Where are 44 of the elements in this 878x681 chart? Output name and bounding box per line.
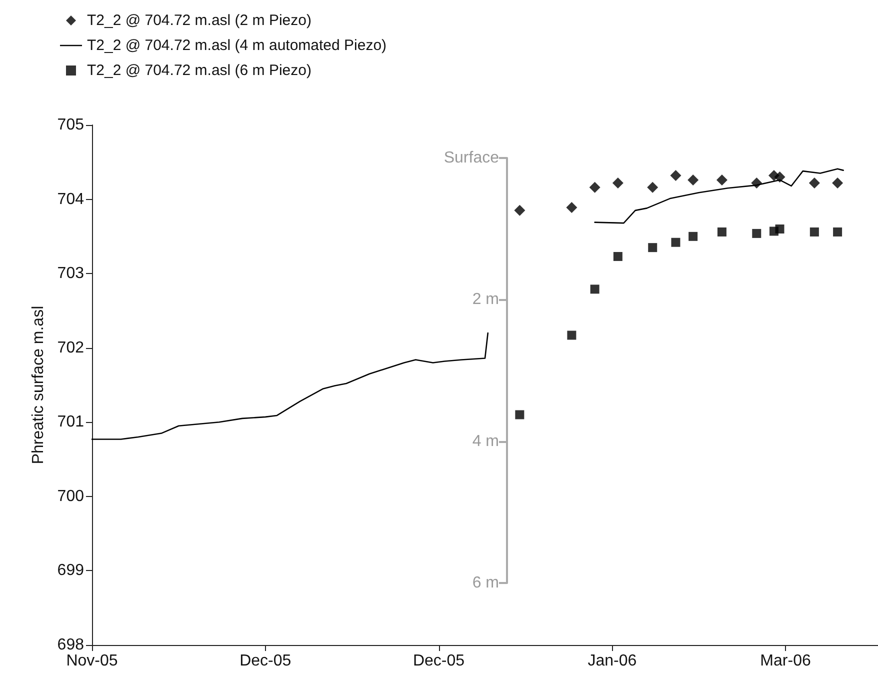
x-tick-label: Jan-06 — [588, 652, 637, 670]
point — [566, 202, 578, 213]
point — [688, 232, 698, 241]
point — [688, 174, 699, 186]
point — [810, 227, 819, 236]
point — [648, 243, 658, 252]
x-tick-label: Mar-06 — [760, 652, 811, 670]
point — [612, 177, 624, 188]
point — [567, 330, 576, 340]
legend-label: T2_2 @ 704.72 m.asl (6 m Piezo) — [87, 62, 312, 79]
y2-tick-label: 6 m — [472, 574, 499, 592]
point — [808, 177, 820, 188]
legend-label: T2_2 @ 704.72 m.asl (4 m automated Piezo) — [87, 37, 387, 54]
point — [774, 172, 786, 182]
legend-label: T2_2 @ 704.72 m.asl (2 m Piezo) — [87, 12, 312, 29]
point — [775, 224, 784, 234]
point — [515, 410, 524, 420]
point — [716, 174, 728, 186]
y2-tick-label: Surface — [444, 150, 500, 166]
y-tick-label: 698 — [57, 636, 84, 654]
point — [613, 252, 622, 261]
point — [832, 177, 844, 188]
point — [590, 284, 600, 294]
y-tick-label: 699 — [57, 562, 84, 580]
y-tick-label: 705 — [57, 116, 84, 134]
point — [833, 227, 842, 236]
point — [752, 228, 762, 238]
y-tick-label: 701 — [57, 414, 84, 431]
x-tick-label: Dec-05 — [240, 652, 292, 670]
point — [717, 227, 726, 236]
point — [670, 170, 682, 182]
y2-tick-label: 4 m — [472, 432, 499, 450]
x-tick-label: Dec-05 — [412, 652, 465, 670]
point — [589, 182, 600, 193]
y2-tick-label: 2 m — [472, 291, 499, 308]
point — [514, 204, 526, 216]
point — [671, 238, 680, 247]
point — [647, 182, 658, 193]
x-tick-label: Nov-05 — [66, 652, 118, 670]
y-tick-label: 700 — [57, 488, 84, 505]
y-tick-label: 704 — [57, 190, 84, 208]
y-tick-label: 702 — [57, 339, 84, 356]
y-axis-title: Phreatic surface m.asl — [30, 306, 47, 464]
y-tick-label: 703 — [57, 265, 84, 282]
